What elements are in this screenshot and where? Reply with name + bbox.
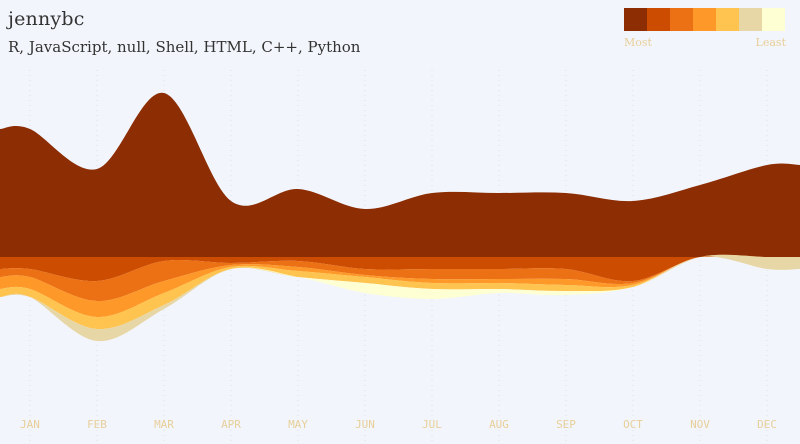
legend-swatch <box>670 8 693 31</box>
x-tick-label: OCT <box>623 418 643 431</box>
x-tick-label: MAY <box>288 418 308 431</box>
x-tick-label: NOV <box>690 418 710 431</box>
color-legend: Most Least <box>624 8 786 49</box>
x-tick-label: FEB <box>87 418 107 431</box>
legend-swatch <box>762 8 785 31</box>
x-axis-labels: JAN FEB MAR APR MAY JUN JUL AUG SEP OCT NOV DEC <box>20 418 777 431</box>
stream-layer-javascript[interactable] <box>0 255 800 282</box>
x-tick-label: JUL <box>422 418 442 431</box>
stream-layer-c-[interactable] <box>0 254 800 342</box>
stream-layer-r[interactable] <box>0 92 800 257</box>
stream-layer-html[interactable] <box>0 254 800 330</box>
stream-layer-null[interactable] <box>0 255 800 302</box>
legend-swatches <box>624 8 786 31</box>
x-tick-label: JAN <box>20 418 40 431</box>
language-list: R, JavaScript, null, Shell, HTML, C++, P… <box>8 38 361 56</box>
x-tick-label: DEC <box>757 418 777 431</box>
legend-swatch <box>716 8 739 31</box>
stream-layer-shell[interactable] <box>0 254 800 318</box>
legend-least-label: Least <box>755 36 786 49</box>
x-tick-label: MAR <box>154 418 174 431</box>
legend-swatch <box>693 8 716 31</box>
legend-swatch <box>647 8 670 31</box>
x-tick-label: AUG <box>489 418 509 431</box>
page-title: jennybc <box>8 8 85 30</box>
legend-most-label: Most <box>624 36 652 49</box>
legend-swatch <box>624 8 647 31</box>
stream-layers <box>0 92 800 342</box>
x-tick-label: SEP <box>556 418 576 431</box>
legend-swatch <box>739 8 762 31</box>
x-tick-label: JUN <box>355 418 375 431</box>
x-tick-label: APR <box>221 418 241 431</box>
